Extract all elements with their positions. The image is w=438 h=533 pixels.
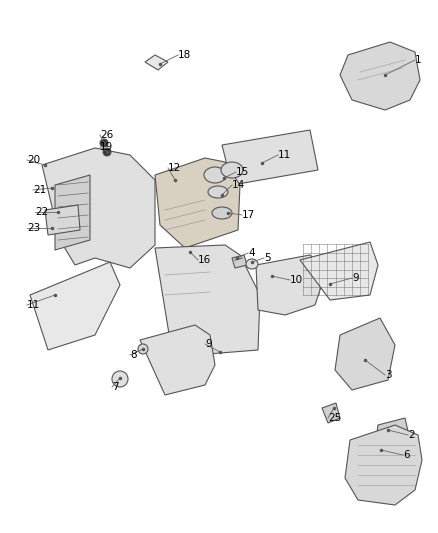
Text: 1: 1 [415,55,422,65]
Polygon shape [45,205,80,235]
Text: 6: 6 [403,450,410,460]
Polygon shape [340,42,420,110]
Ellipse shape [100,139,108,147]
Polygon shape [55,175,90,250]
Polygon shape [232,255,247,268]
Text: 20: 20 [27,155,40,165]
Text: 14: 14 [232,180,245,190]
Polygon shape [140,325,215,395]
Ellipse shape [246,259,258,269]
Text: 21: 21 [33,185,46,195]
Polygon shape [145,55,168,70]
Ellipse shape [138,344,148,354]
Text: 17: 17 [242,210,255,220]
Text: 23: 23 [27,223,40,233]
Text: 18: 18 [178,50,191,60]
Text: 2: 2 [408,430,415,440]
Text: 3: 3 [385,370,392,380]
Text: 5: 5 [264,253,271,263]
Ellipse shape [221,162,243,178]
Text: 16: 16 [198,255,211,265]
Ellipse shape [208,186,228,198]
Polygon shape [300,242,378,300]
Ellipse shape [204,167,226,183]
Text: 7: 7 [112,382,119,392]
Text: 25: 25 [328,413,341,423]
Text: 19: 19 [100,142,113,152]
Polygon shape [155,245,260,355]
Polygon shape [322,403,340,423]
Text: 12: 12 [168,163,181,173]
Polygon shape [256,255,325,315]
Text: 9: 9 [352,273,359,283]
Text: 8: 8 [130,350,137,360]
Ellipse shape [112,371,128,387]
Polygon shape [42,148,155,268]
Polygon shape [345,425,422,505]
Polygon shape [222,130,318,185]
Text: 9: 9 [205,339,212,349]
Text: 10: 10 [290,275,303,285]
Polygon shape [155,158,240,248]
Text: 11: 11 [27,300,40,310]
Ellipse shape [212,207,232,219]
Ellipse shape [103,148,111,156]
Polygon shape [30,262,120,350]
Polygon shape [375,418,410,455]
Text: 4: 4 [248,248,254,258]
Polygon shape [335,318,395,390]
Text: 26: 26 [100,130,113,140]
Text: 22: 22 [35,207,48,217]
Text: 11: 11 [278,150,291,160]
Text: 15: 15 [236,167,249,177]
